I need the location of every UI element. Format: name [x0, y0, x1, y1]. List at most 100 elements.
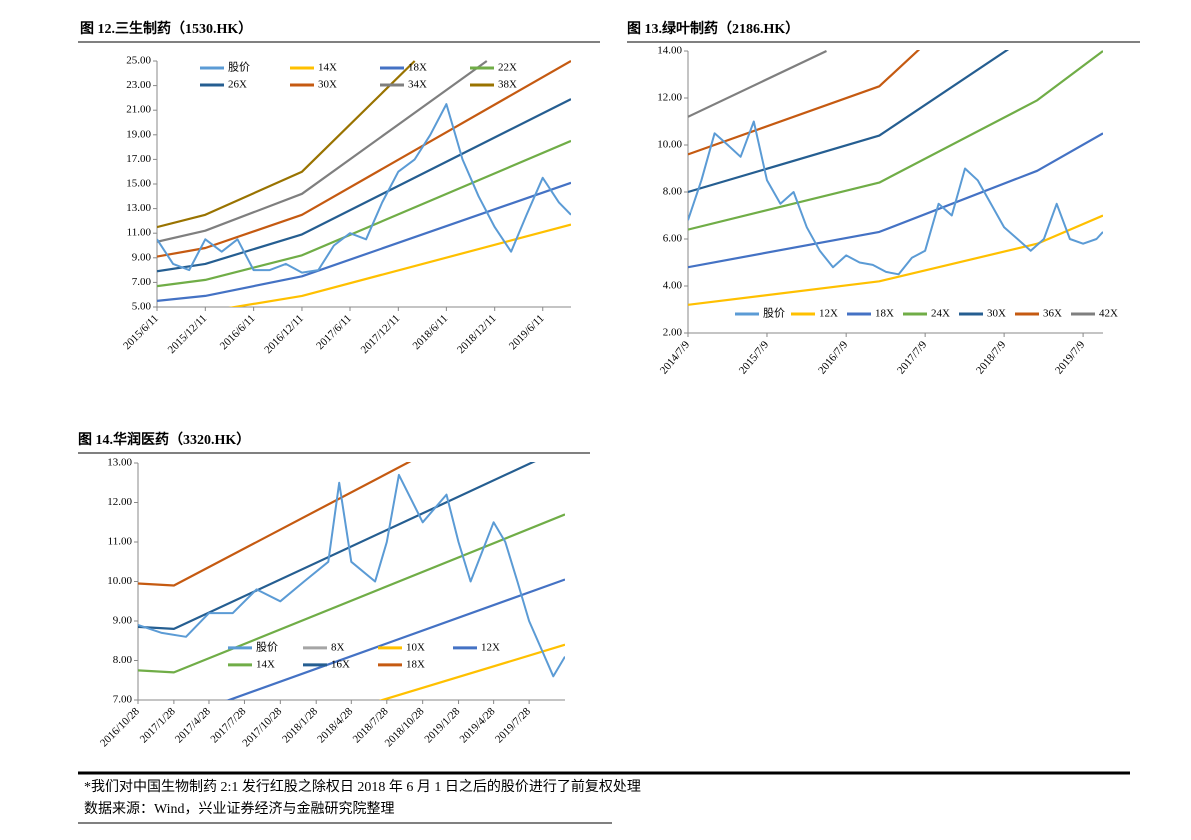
x-tick-label: 2019/6/11	[507, 312, 547, 352]
x-tick-label: 2018/4/28	[315, 705, 355, 745]
y-tick-label: 11.00	[108, 536, 133, 548]
legend-label: 股价	[228, 61, 250, 74]
footer-source: 数据来源：Wind，兴业证券经济与金融研究院整理	[84, 801, 395, 817]
legend-label: 34X	[408, 79, 427, 91]
plot-lines	[138, 462, 565, 700]
legend-label: 股价	[763, 307, 785, 320]
y-tick-label: 6.00	[663, 233, 683, 245]
price-line	[138, 473, 565, 678]
y-tick-label: 15.00	[126, 178, 151, 190]
band-line	[157, 98, 571, 273]
x-tick-label: 2015/12/11	[166, 312, 210, 356]
x-tick-label: 2016/10/28	[98, 705, 142, 749]
legend-label: 12X	[819, 308, 838, 320]
x-tick-label: 2018/6/11	[411, 312, 451, 352]
x-tick-label: 2016/7/9	[816, 338, 851, 376]
x-tick-label: 2019/7/9	[1053, 338, 1088, 376]
legend-label: 18X	[408, 62, 427, 74]
band-line	[688, 50, 921, 156]
y-tick-label: 5.00	[132, 301, 152, 313]
y-tick-label: 17.00	[126, 153, 151, 165]
band-line	[157, 139, 571, 288]
x-tick-label: 2015/7/9	[737, 338, 772, 376]
y-tick-label: 19.00	[126, 128, 151, 140]
x-tick-label: 2019/4/28	[458, 705, 498, 745]
band-line	[688, 50, 1103, 231]
legend-label: 10X	[406, 641, 425, 653]
x-tick-label: 2016/6/11	[218, 312, 258, 352]
y-tick-label: 13.00	[126, 202, 151, 214]
chart-title: 图 13.绿叶制药（2186.HK）	[627, 20, 799, 37]
x-tick-label: 2017/10/28	[240, 705, 284, 749]
y-tick-label: 25.00	[126, 55, 151, 67]
legend-label: 22X	[498, 62, 517, 74]
y-tick-label: 23.00	[126, 79, 151, 91]
band-line	[228, 223, 571, 307]
x-tick-label: 2019/1/28	[422, 705, 462, 745]
legend-label: 30X	[318, 79, 337, 91]
band-line	[688, 132, 1103, 269]
legend-label: 股价	[256, 640, 278, 653]
footer-note: *我们对中国生物制药 2:1 发行红股之除权日 2018 年 6 月 1 日之后…	[84, 778, 641, 795]
y-tick-label: 2.00	[663, 327, 683, 339]
band-line	[157, 60, 416, 229]
x-tick-label: 2016/12/11	[262, 312, 306, 356]
legend-label: 8X	[331, 641, 345, 653]
y-tick-label: 14.00	[657, 45, 682, 57]
x-tick-label: 2017/6/11	[314, 312, 354, 352]
plot-lines	[688, 50, 1103, 306]
x-tick-label: 2018/12/11	[455, 312, 499, 356]
plot-lines	[157, 60, 571, 307]
legend-label: 38X	[498, 79, 517, 91]
band-line	[378, 643, 565, 700]
legend-label: 42X	[1099, 308, 1118, 320]
legend-label: 26X	[228, 79, 247, 91]
x-tick-label: 2019/7/28	[493, 705, 533, 745]
y-tick-label: 7.00	[132, 276, 152, 288]
band-line	[688, 214, 1103, 306]
x-tick-label: 2017/1/28	[138, 705, 178, 745]
x-tick-label: 2017/7/9	[895, 338, 930, 376]
y-tick-label: 11.00	[127, 227, 152, 239]
band-line	[138, 513, 565, 674]
legend-label: 14X	[318, 62, 337, 74]
x-tick-label: 2017/4/28	[173, 705, 213, 745]
x-tick-label: 2017/12/11	[359, 312, 403, 356]
chart-title: 图 14.华润医药（3320.HK）	[78, 431, 250, 448]
price-line	[157, 103, 571, 274]
x-tick-label: 2015/6/11	[121, 312, 161, 352]
legend-label: 36X	[1043, 308, 1062, 320]
band-line	[688, 50, 827, 118]
price-line	[688, 120, 1103, 276]
x-tick-label: 2014/7/9	[658, 338, 693, 376]
band-line	[157, 181, 571, 302]
y-tick-label: 4.00	[663, 280, 683, 292]
y-tick-label: 9.00	[132, 251, 152, 263]
x-tick-label: 2018/7/9	[974, 338, 1009, 376]
band-line	[157, 60, 488, 243]
band-line	[688, 50, 1010, 194]
y-tick-label: 21.00	[126, 104, 151, 116]
y-tick-label: 9.00	[113, 615, 133, 627]
y-tick-label: 10.00	[657, 139, 682, 151]
band-line	[157, 60, 571, 258]
legend-label: 12X	[481, 641, 500, 653]
band-line	[138, 462, 412, 587]
legend-label: 18X	[875, 308, 894, 320]
y-tick-label: 8.00	[113, 654, 133, 666]
x-tick-label: 2018/1/28	[280, 705, 320, 745]
y-tick-label: 8.00	[663, 186, 683, 198]
legend-label: 30X	[987, 308, 1006, 320]
y-tick-label: 13.00	[107, 457, 132, 469]
legend-label: 16X	[331, 658, 350, 670]
y-tick-label: 10.00	[107, 575, 132, 587]
x-tick-label: 2018/10/28	[383, 705, 427, 749]
legend-label: 24X	[931, 308, 950, 320]
legend-label: 18X	[406, 658, 425, 670]
y-tick-label: 12.00	[657, 92, 682, 104]
legend-label: 14X	[256, 658, 275, 670]
band-line	[225, 578, 565, 700]
y-tick-label: 7.00	[113, 694, 133, 706]
chart-title: 图 12.三生制药（1530.HK）	[80, 20, 252, 37]
